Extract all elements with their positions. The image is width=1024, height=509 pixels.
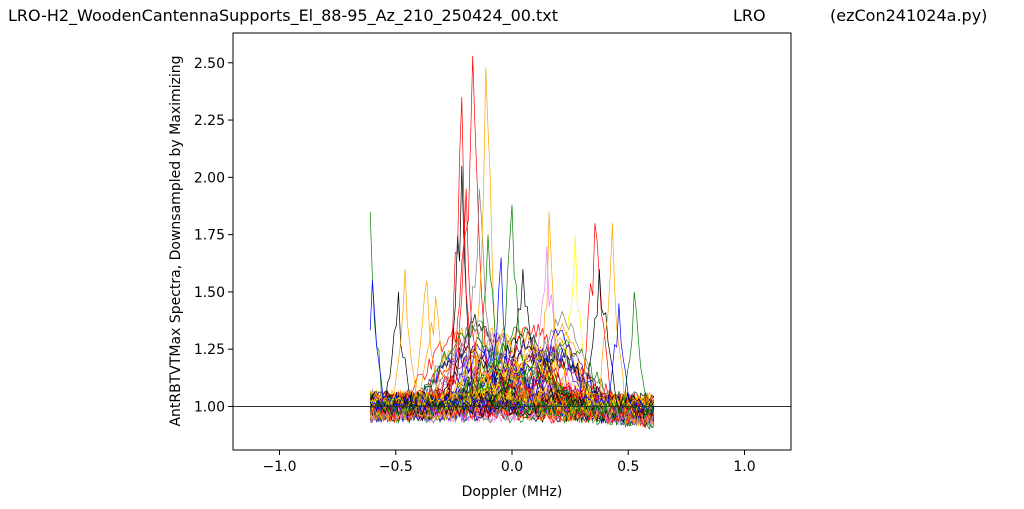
y-tick-label: 2.25 xyxy=(194,113,225,129)
axis-layer: −1.0 −0.5 0.0 0.5 1.0 1.00 1.25 1.50 1.75 2.00 2.2… xyxy=(194,56,756,475)
spectrum-line-89 xyxy=(369,291,655,418)
y-tick-label: 1.50 xyxy=(194,285,225,301)
chart-title-file: LRO-H2_WoodenCantennaSupports_El_88-95_A… xyxy=(8,6,559,25)
x-tick-label: 0.5 xyxy=(617,459,639,475)
x-tick-label: −0.5 xyxy=(379,459,413,475)
chart-title-station: LRO xyxy=(733,6,766,25)
y-tick-label: 1.00 xyxy=(194,399,225,415)
spectrum-line-87 xyxy=(369,223,654,426)
spectrum-line-88 xyxy=(369,303,655,413)
y-tick-label: 1.25 xyxy=(194,342,225,358)
y-axis-label: AntRBTVTMax Spectra, Downsampled by Maxi… xyxy=(168,55,184,426)
series-layer xyxy=(369,55,655,430)
x-axis-label: Doppler (MHz) xyxy=(462,484,563,500)
y-tick-label: 2.00 xyxy=(194,170,225,186)
x-tick-label: 0.0 xyxy=(501,459,523,475)
y-tick-label: 2.50 xyxy=(194,56,225,72)
spectrum-line-85 xyxy=(370,223,655,422)
x-tick-label: 1.0 xyxy=(733,459,755,475)
y-tick-label: 1.75 xyxy=(194,228,225,244)
chart-title-program: (ezCon241024a.py) xyxy=(830,6,988,25)
spectrum-line-82 xyxy=(369,246,655,427)
spectrum-line-80 xyxy=(369,204,655,422)
spectrum-line-77 xyxy=(369,67,655,414)
x-tick-label: −1.0 xyxy=(263,459,297,475)
